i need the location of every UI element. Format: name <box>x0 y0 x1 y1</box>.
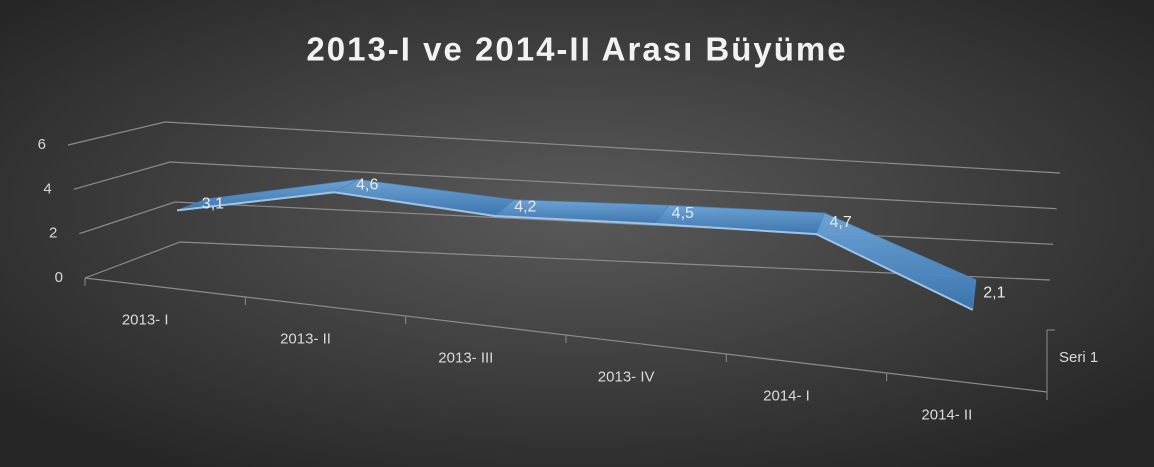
legend-label: Seri 1 <box>1059 349 1098 366</box>
data-label: 2,1 <box>983 285 1005 302</box>
data-label: 4,7 <box>830 214 852 231</box>
data-label: 3,1 <box>202 195 224 212</box>
x-tick-label: 2013- IV <box>598 368 655 385</box>
y-tick-label: 6 <box>38 136 46 153</box>
grid-line <box>84 241 1051 281</box>
x-tick-label: 2014- II <box>921 406 972 423</box>
x-tick-label: 2013- III <box>438 349 493 366</box>
x-tick-label: 2013- II <box>280 330 331 347</box>
grid-line <box>67 121 1061 174</box>
data-label: 4,5 <box>672 205 694 222</box>
chart-title: 2013-I ve 2014-II Arası Büyüme <box>306 31 847 68</box>
x-tick-label: 2013- I <box>122 311 169 328</box>
y-tick-label: 4 <box>43 180 51 197</box>
line <box>176 191 974 311</box>
y-tick-label: 0 <box>55 269 63 286</box>
data-label: 4,2 <box>514 198 536 215</box>
x-tick-label: 2014- I <box>763 387 810 404</box>
y-tick-label: 2 <box>49 225 57 242</box>
data-label: 4,6 <box>356 177 378 194</box>
grid-line <box>73 161 1057 210</box>
